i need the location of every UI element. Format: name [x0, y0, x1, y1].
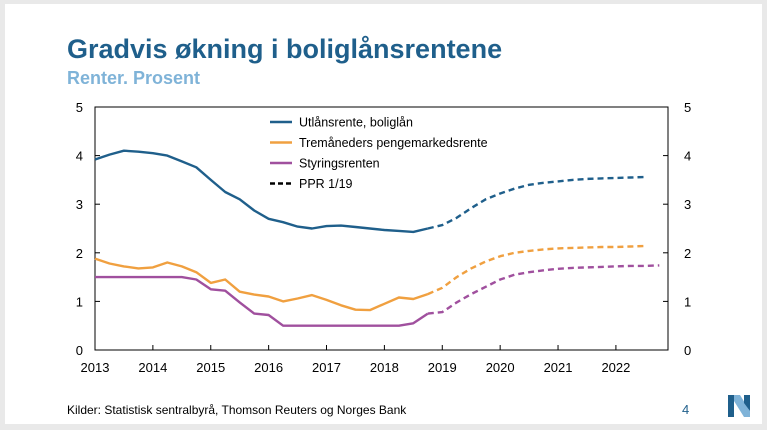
norges-bank-logo-icon	[728, 395, 750, 417]
x-tick-label: 2016	[254, 360, 283, 375]
y-tick-label-right: 2	[684, 246, 691, 261]
y-tick-label-right: 4	[684, 149, 691, 164]
y-tick-label-left: 5	[76, 100, 83, 115]
chart-series	[94, 149, 660, 327]
series-line-2	[94, 257, 429, 312]
chart-legend: Utlånsrente, boliglån Tremåneders pengema…	[270, 116, 488, 191]
y-tick-label-right: 1	[684, 294, 691, 309]
y-tick-label-left: 4	[76, 149, 83, 164]
series-line-3-forecast	[427, 244, 645, 296]
x-tick-label: 2013	[81, 360, 110, 375]
y-tick-label-right: 5	[684, 100, 691, 115]
series-line-4	[95, 275, 429, 327]
page-title: Gradvis økning i boliglånsrentene	[67, 34, 503, 64]
y-tick-label-right: 0	[684, 343, 691, 358]
chart-axes: 0 0 1 1 2 2 3 3 4 4 5 5 2013 2014 2015 2016 2017 2018 2019…	[76, 100, 691, 375]
series-line-5-forecast	[427, 264, 660, 315]
x-tick-label: 2021	[544, 360, 573, 375]
y-tick-label-left: 3	[76, 197, 83, 212]
x-tick-label: 2018	[370, 360, 399, 375]
legend-label: Tremåneders pengemarkedsrente	[299, 136, 488, 150]
x-tick-label: 2014	[138, 360, 167, 375]
series-line-1-forecast	[427, 175, 645, 230]
page-number: 4	[682, 402, 690, 417]
x-tick-label: 2019	[428, 360, 457, 375]
x-tick-label: 2020	[486, 360, 515, 375]
x-tick-label: 2022	[601, 360, 630, 375]
y-tick-label-left: 2	[76, 246, 83, 261]
legend-label: PPR 1/19	[299, 177, 353, 191]
legend-label: Styringsrenten	[299, 157, 380, 171]
y-tick-label-left: 0	[76, 343, 83, 358]
series-line-0	[94, 149, 429, 234]
legend-label: Utlånsrente, boliglån	[299, 116, 413, 130]
y-tick-label-right: 3	[684, 197, 691, 212]
page-subtitle: Renter. Prosent	[67, 68, 201, 88]
y-tick-label-left: 1	[76, 294, 83, 309]
source-note: Kilder: Statistisk sentralbyrå, Thomson …	[67, 403, 407, 417]
x-tick-label: 2017	[312, 360, 341, 375]
plot-frame	[94, 106, 669, 351]
x-tick-label: 2015	[196, 360, 225, 375]
slide: Gradvis økning i boliglånsrentene Renter…	[5, 4, 762, 424]
